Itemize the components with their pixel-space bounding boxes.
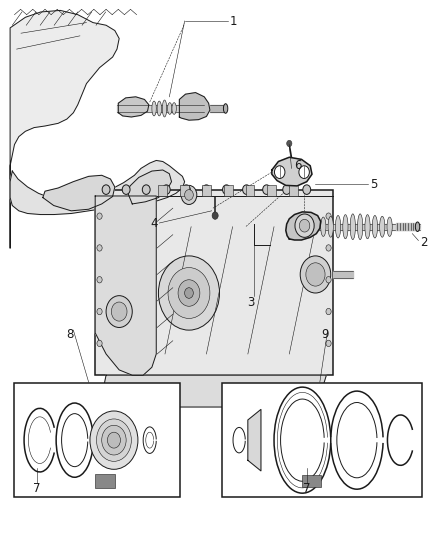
Text: 5: 5 bbox=[369, 178, 377, 191]
Circle shape bbox=[97, 245, 102, 251]
Ellipse shape bbox=[167, 103, 172, 114]
Circle shape bbox=[158, 256, 219, 330]
Ellipse shape bbox=[350, 214, 355, 240]
Circle shape bbox=[97, 277, 102, 283]
Text: 8: 8 bbox=[67, 328, 74, 341]
Polygon shape bbox=[179, 93, 209, 120]
Circle shape bbox=[106, 296, 132, 327]
Circle shape bbox=[97, 213, 102, 219]
Ellipse shape bbox=[357, 214, 362, 240]
Circle shape bbox=[325, 213, 330, 219]
Circle shape bbox=[97, 309, 102, 315]
Circle shape bbox=[299, 219, 309, 232]
Ellipse shape bbox=[371, 215, 377, 238]
Circle shape bbox=[184, 288, 193, 298]
Text: 2: 2 bbox=[419, 236, 427, 249]
Ellipse shape bbox=[342, 215, 347, 239]
Bar bbox=[245, 185, 254, 196]
Ellipse shape bbox=[320, 217, 325, 237]
Bar bbox=[158, 185, 167, 196]
Circle shape bbox=[111, 302, 127, 321]
Text: 7: 7 bbox=[302, 482, 310, 495]
Ellipse shape bbox=[386, 217, 391, 237]
Polygon shape bbox=[10, 11, 119, 248]
Text: 3: 3 bbox=[247, 296, 254, 309]
Circle shape bbox=[102, 185, 110, 195]
Ellipse shape bbox=[152, 101, 156, 116]
Ellipse shape bbox=[223, 104, 227, 114]
Ellipse shape bbox=[157, 101, 161, 116]
Ellipse shape bbox=[364, 215, 369, 239]
Ellipse shape bbox=[327, 216, 332, 237]
Bar bbox=[95, 474, 115, 488]
Ellipse shape bbox=[379, 216, 384, 237]
Circle shape bbox=[96, 419, 131, 462]
Circle shape bbox=[182, 185, 190, 195]
Text: 4: 4 bbox=[150, 216, 157, 230]
Circle shape bbox=[178, 280, 199, 306]
Circle shape bbox=[274, 166, 284, 179]
Circle shape bbox=[282, 185, 290, 195]
Bar bbox=[267, 185, 276, 196]
Circle shape bbox=[142, 185, 150, 195]
Text: 7: 7 bbox=[33, 482, 41, 495]
Bar bbox=[95, 190, 332, 375]
Circle shape bbox=[325, 309, 330, 315]
Circle shape bbox=[184, 190, 193, 200]
Circle shape bbox=[294, 214, 314, 237]
Polygon shape bbox=[10, 160, 184, 215]
Circle shape bbox=[302, 185, 310, 195]
Bar bbox=[302, 475, 320, 487]
Bar bbox=[221, 383, 421, 497]
Circle shape bbox=[181, 185, 196, 205]
Bar bbox=[201, 185, 210, 196]
Circle shape bbox=[325, 245, 330, 251]
Bar bbox=[289, 185, 297, 196]
Text: 9: 9 bbox=[321, 328, 328, 341]
Polygon shape bbox=[95, 196, 156, 375]
Circle shape bbox=[168, 268, 209, 318]
Polygon shape bbox=[118, 97, 148, 117]
Circle shape bbox=[222, 185, 230, 195]
Circle shape bbox=[90, 411, 138, 470]
Ellipse shape bbox=[172, 103, 176, 114]
Ellipse shape bbox=[162, 100, 166, 117]
Polygon shape bbox=[43, 175, 115, 211]
Circle shape bbox=[325, 340, 330, 346]
Bar bbox=[10, 10, 228, 251]
Circle shape bbox=[286, 140, 291, 147]
Circle shape bbox=[162, 185, 170, 195]
Circle shape bbox=[298, 166, 309, 179]
Polygon shape bbox=[285, 212, 320, 240]
Polygon shape bbox=[102, 375, 325, 407]
Polygon shape bbox=[247, 409, 260, 471]
Bar bbox=[14, 383, 180, 497]
Text: 1: 1 bbox=[229, 14, 237, 28]
Circle shape bbox=[325, 277, 330, 283]
Circle shape bbox=[122, 185, 130, 195]
Circle shape bbox=[107, 432, 120, 448]
Circle shape bbox=[212, 212, 218, 219]
Ellipse shape bbox=[335, 215, 340, 238]
Ellipse shape bbox=[414, 222, 419, 231]
Circle shape bbox=[300, 256, 330, 293]
Circle shape bbox=[242, 185, 250, 195]
Bar bbox=[180, 185, 188, 196]
Polygon shape bbox=[271, 157, 311, 186]
Circle shape bbox=[262, 185, 270, 195]
Circle shape bbox=[305, 263, 324, 286]
Circle shape bbox=[97, 340, 102, 346]
Circle shape bbox=[202, 185, 210, 195]
Text: 6: 6 bbox=[293, 159, 301, 172]
Polygon shape bbox=[127, 170, 171, 204]
Circle shape bbox=[102, 425, 126, 455]
Bar bbox=[223, 185, 232, 196]
